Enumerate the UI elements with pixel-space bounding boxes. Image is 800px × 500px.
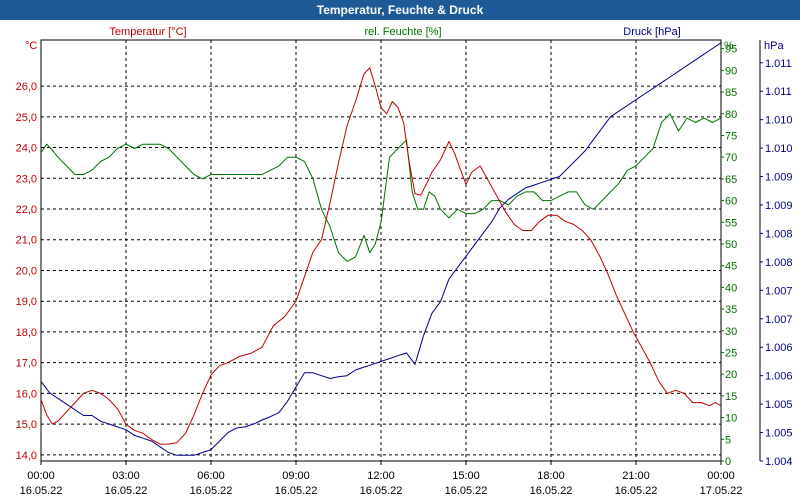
temperature-tick-label: 19,0 — [16, 296, 37, 308]
humidity-tick-label: 0 — [725, 456, 731, 468]
chart-title: Temperatur, Feuchte & Druck — [0, 0, 800, 20]
x-date-label: 16.05.22 — [615, 485, 658, 497]
humidity-unit-label: % — [724, 40, 734, 52]
humidity-tick-label: 15 — [725, 391, 737, 403]
pressure-tick-label: 1.005 — [765, 399, 793, 411]
humidity-tick-label: 10 — [725, 413, 737, 425]
temperature-unit-label: °C — [25, 40, 37, 52]
humidity-tick-label: 40 — [725, 282, 737, 294]
x-date-label: 16.05.22 — [275, 485, 318, 497]
x-date-label: 16.05.22 — [105, 485, 148, 497]
temperature-line — [40, 67, 722, 445]
pressure-line — [40, 42, 722, 456]
x-tick-label: 03:00 — [112, 470, 140, 482]
humidity-tick-label: 55 — [725, 217, 737, 229]
temperature-tick-label: 14,0 — [16, 450, 37, 462]
temperature-tick-label: 25,0 — [16, 112, 37, 124]
pressure-tick-label: 1.008 — [765, 228, 793, 240]
humidity-tick-label: 50 — [725, 239, 737, 251]
temperature-tick-label: 21,0 — [16, 235, 37, 247]
x-tick-label: 09:00 — [282, 470, 310, 482]
x-tick-label: 21:00 — [622, 470, 650, 482]
x-tick-label: 18:00 — [537, 470, 565, 482]
x-date-label: 16.05.22 — [20, 485, 63, 497]
pressure-tick-label: 1.008 — [765, 257, 793, 269]
x-tick-label: 12:00 — [367, 470, 395, 482]
x-tick-label: 00:00 — [707, 470, 735, 482]
temperature-tick-label: 18,0 — [16, 327, 37, 339]
pressure-tick-label: 1.007 — [765, 314, 793, 326]
pressure-tick-label: 1.010 — [765, 115, 793, 127]
legend-pressure: Druck [hPa] — [623, 26, 680, 38]
humidity-tick-label: 30 — [725, 326, 737, 338]
temperature-tick-label: 16,0 — [16, 388, 37, 400]
humidity-tick-label: 25 — [725, 347, 737, 359]
pressure-tick-label: 1.006 — [765, 342, 793, 354]
humidity-tick-label: 45 — [725, 261, 737, 273]
humidity-tick-label: 20 — [725, 369, 737, 381]
x-tick-label: 15:00 — [452, 470, 480, 482]
pressure-tick-label: 1.011 — [765, 58, 792, 70]
pressure-tick-label: 1.010 — [765, 143, 793, 155]
humidity-tick-label: 80 — [725, 109, 737, 121]
pressure-tick-label: 1.005 — [765, 428, 793, 440]
humidity-tick-label: 60 — [725, 196, 737, 208]
pressure-tick-label: 1.004 — [765, 456, 793, 468]
humidity-tick-label: 85 — [725, 87, 737, 99]
pressure-tick-label: 1.009 — [765, 200, 793, 212]
temperature-tick-label: 24,0 — [16, 143, 37, 155]
humidity-tick-label: 65 — [725, 174, 737, 186]
pressure-tick-label: 1.007 — [765, 285, 793, 297]
x-date-label: 16.05.22 — [360, 485, 403, 497]
humidity-tick-label: 95 — [725, 44, 737, 56]
humidity-tick-label: 5 — [725, 434, 731, 446]
humidity-tick-label: 75 — [725, 130, 737, 142]
temperature-tick-label: 17,0 — [16, 358, 37, 370]
x-tick-label: 06:00 — [197, 470, 225, 482]
pressure-tick-label: 1.011 — [765, 86, 792, 98]
temperature-tick-label: 26,0 — [16, 81, 37, 93]
legend-humidity: rel. Feuchte [%] — [364, 26, 441, 38]
humidity-tick-label: 70 — [725, 152, 737, 164]
humidity-tick-label: 35 — [725, 304, 737, 316]
x-date-label: 17.05.22 — [700, 485, 743, 497]
pressure-tick-label: 1.009 — [765, 172, 793, 184]
pressure-unit-label: hPa — [764, 40, 784, 52]
temperature-tick-label: 15,0 — [16, 419, 37, 431]
temperature-tick-label: 22,0 — [16, 204, 37, 216]
humidity-tick-label: 90 — [725, 65, 737, 77]
x-date-label: 16.05.22 — [190, 485, 233, 497]
x-date-label: 16.05.22 — [445, 485, 488, 497]
legend-temperature: Temperatur [°C] — [109, 26, 186, 38]
x-tick-label: 00:00 — [27, 470, 55, 482]
x-date-label: 16.05.22 — [530, 485, 573, 497]
humidity-line — [40, 113, 722, 262]
pressure-tick-label: 1.006 — [765, 371, 793, 383]
temperature-tick-label: 20,0 — [16, 265, 37, 277]
temperature-tick-label: 23,0 — [16, 173, 37, 185]
